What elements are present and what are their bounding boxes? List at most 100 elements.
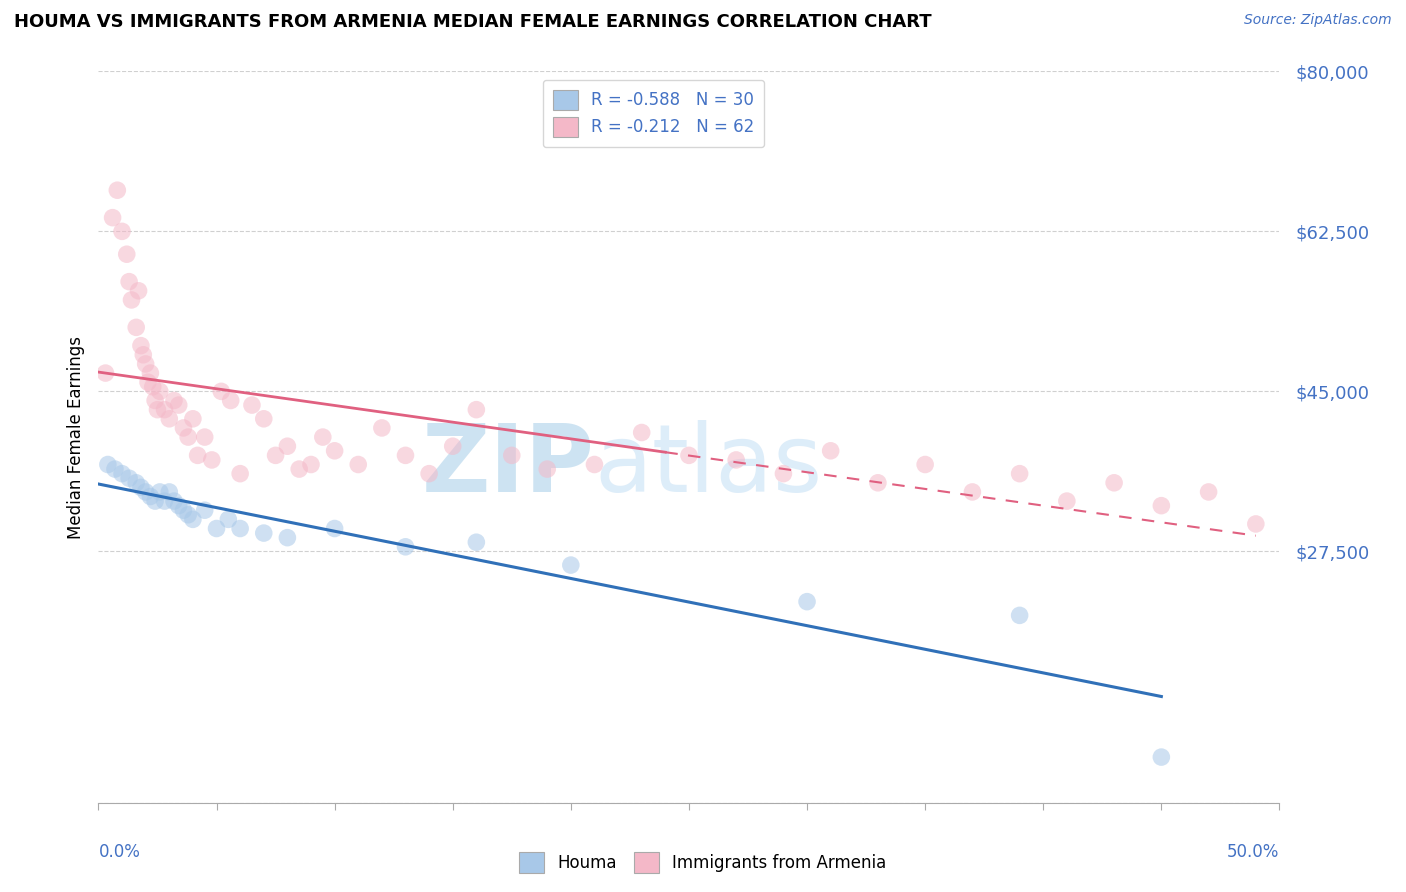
Point bbox=[177, 430, 200, 444]
Point bbox=[264, 448, 287, 462]
Point bbox=[177, 508, 200, 522]
Point bbox=[125, 475, 148, 490]
Point bbox=[163, 494, 186, 508]
Point bbox=[132, 348, 155, 362]
Y-axis label: Median Female Earnings: Median Female Earnings bbox=[66, 335, 84, 539]
Point bbox=[149, 384, 172, 399]
Point bbox=[201, 453, 224, 467]
Point bbox=[139, 490, 162, 504]
Point bbox=[146, 402, 169, 417]
Point bbox=[725, 453, 748, 467]
Point bbox=[276, 439, 298, 453]
Legend: Houma, Immigrants from Armenia: Houma, Immigrants from Armenia bbox=[513, 846, 893, 880]
Point bbox=[394, 540, 416, 554]
Point bbox=[962, 484, 984, 499]
Text: atlas: atlas bbox=[595, 420, 823, 512]
Point bbox=[101, 211, 124, 225]
Point bbox=[465, 402, 488, 417]
Point bbox=[172, 421, 194, 435]
Point bbox=[128, 284, 150, 298]
Point bbox=[1008, 608, 1031, 623]
Point bbox=[465, 535, 488, 549]
Point bbox=[135, 357, 157, 371]
Point bbox=[288, 462, 311, 476]
Point bbox=[441, 439, 464, 453]
Point bbox=[205, 521, 228, 535]
Point bbox=[1008, 467, 1031, 481]
Point bbox=[217, 512, 239, 526]
Point bbox=[914, 458, 936, 472]
Point bbox=[135, 484, 157, 499]
Point bbox=[97, 458, 120, 472]
Point bbox=[139, 366, 162, 380]
Point bbox=[678, 448, 700, 462]
Point bbox=[796, 594, 818, 608]
Point bbox=[371, 421, 394, 435]
Text: 50.0%: 50.0% bbox=[1227, 843, 1279, 861]
Point bbox=[172, 503, 194, 517]
Point bbox=[149, 484, 172, 499]
Point bbox=[240, 398, 263, 412]
Point bbox=[253, 526, 276, 541]
Point bbox=[136, 375, 159, 389]
Point bbox=[276, 531, 298, 545]
Point bbox=[229, 521, 252, 535]
Point bbox=[181, 512, 204, 526]
Point bbox=[394, 448, 416, 462]
Point bbox=[94, 366, 117, 380]
Point bbox=[418, 467, 440, 481]
Point bbox=[104, 462, 127, 476]
Point bbox=[312, 430, 335, 444]
Point bbox=[194, 503, 217, 517]
Point bbox=[536, 462, 558, 476]
Point bbox=[125, 320, 148, 334]
Point bbox=[630, 425, 652, 440]
Point bbox=[1198, 484, 1220, 499]
Point bbox=[253, 411, 276, 425]
Point bbox=[167, 398, 190, 412]
Point bbox=[153, 494, 176, 508]
Point bbox=[105, 183, 128, 197]
Point bbox=[323, 521, 346, 535]
Point bbox=[560, 558, 582, 573]
Point bbox=[501, 448, 523, 462]
Point bbox=[143, 393, 166, 408]
Point bbox=[181, 411, 204, 425]
Point bbox=[118, 471, 141, 485]
Point bbox=[583, 458, 606, 472]
Legend: R = -0.588   N = 30, R = -0.212   N = 62: R = -0.588 N = 30, R = -0.212 N = 62 bbox=[543, 79, 765, 147]
Point bbox=[219, 393, 242, 408]
Point bbox=[1244, 516, 1267, 531]
Point bbox=[157, 484, 180, 499]
Point bbox=[194, 430, 217, 444]
Point bbox=[111, 224, 134, 238]
Point bbox=[129, 480, 152, 494]
Text: ZIP: ZIP bbox=[422, 420, 595, 512]
Point bbox=[143, 494, 166, 508]
Text: HOUMA VS IMMIGRANTS FROM ARMENIA MEDIAN FEMALE EARNINGS CORRELATION CHART: HOUMA VS IMMIGRANTS FROM ARMENIA MEDIAN … bbox=[14, 13, 932, 31]
Point bbox=[167, 499, 190, 513]
Point bbox=[347, 458, 370, 472]
Point bbox=[142, 380, 165, 394]
Point bbox=[323, 443, 346, 458]
Point bbox=[121, 293, 143, 307]
Point bbox=[1056, 494, 1078, 508]
Point bbox=[1102, 475, 1125, 490]
Point bbox=[772, 467, 794, 481]
Text: 0.0%: 0.0% bbox=[98, 843, 141, 861]
Point bbox=[118, 275, 141, 289]
Point bbox=[115, 247, 138, 261]
Point bbox=[299, 458, 322, 472]
Point bbox=[163, 393, 186, 408]
Point bbox=[129, 338, 152, 352]
Point bbox=[1150, 750, 1173, 764]
Point bbox=[1150, 499, 1173, 513]
Point bbox=[157, 411, 180, 425]
Point bbox=[111, 467, 134, 481]
Text: Source: ZipAtlas.com: Source: ZipAtlas.com bbox=[1244, 13, 1392, 28]
Point bbox=[820, 443, 842, 458]
Point bbox=[866, 475, 889, 490]
Point bbox=[209, 384, 232, 399]
Point bbox=[229, 467, 252, 481]
Point bbox=[153, 402, 176, 417]
